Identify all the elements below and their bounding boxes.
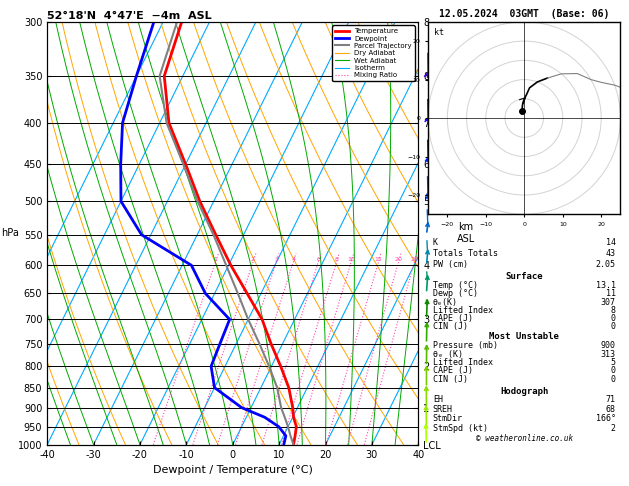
Text: 5: 5	[611, 358, 616, 367]
Text: StmSpd (kt): StmSpd (kt)	[433, 424, 488, 433]
Text: kt: kt	[434, 28, 444, 36]
Text: 11: 11	[606, 289, 616, 298]
Text: 8: 8	[611, 306, 616, 314]
X-axis label: Dewpoint / Temperature (°C): Dewpoint / Temperature (°C)	[153, 465, 313, 475]
Text: 2.05: 2.05	[596, 260, 616, 269]
Text: θₑ (K): θₑ (K)	[433, 349, 463, 359]
Point	[518, 107, 528, 115]
Text: SREH: SREH	[433, 405, 453, 414]
Text: CIN (J): CIN (J)	[433, 322, 468, 331]
Text: 15: 15	[374, 258, 382, 262]
Text: Totals Totals: Totals Totals	[433, 249, 498, 258]
Text: 2: 2	[611, 424, 616, 433]
Text: 20: 20	[394, 258, 403, 262]
Text: 12.05.2024  03GMT  (Base: 06): 12.05.2024 03GMT (Base: 06)	[439, 9, 610, 19]
Text: 52°18'N  4°47'E  −4m  ASL: 52°18'N 4°47'E −4m ASL	[47, 11, 212, 21]
Text: 10: 10	[347, 258, 355, 262]
Text: Most Unstable: Most Unstable	[489, 332, 559, 341]
Text: CAPE (J): CAPE (J)	[433, 314, 473, 323]
Text: Lifted Index: Lifted Index	[433, 358, 493, 367]
Text: Lifted Index: Lifted Index	[433, 306, 493, 314]
Y-axis label: km
ASL: km ASL	[457, 223, 475, 244]
Text: 900: 900	[601, 341, 616, 350]
Text: EH: EH	[433, 395, 443, 404]
Point	[518, 107, 528, 115]
Text: 0: 0	[611, 375, 616, 383]
Text: 68: 68	[606, 405, 616, 414]
Text: CIN (J): CIN (J)	[433, 375, 468, 383]
Text: Temp (°C): Temp (°C)	[433, 281, 478, 290]
Text: © weatheronline.co.uk: © weatheronline.co.uk	[476, 434, 573, 444]
Text: 307: 307	[601, 297, 616, 307]
Text: 3: 3	[274, 258, 278, 262]
Text: K: K	[433, 238, 438, 247]
Text: hPa: hPa	[1, 228, 19, 238]
Legend: Temperature, Dewpoint, Parcel Trajectory, Dry Adiabat, Wet Adiabat, Isotherm, Mi: Temperature, Dewpoint, Parcel Trajectory…	[332, 25, 415, 81]
Text: 6: 6	[316, 258, 320, 262]
Text: 14: 14	[606, 238, 616, 247]
Text: Hodograph: Hodograph	[500, 387, 548, 396]
Text: 0: 0	[611, 314, 616, 323]
Text: 8: 8	[335, 258, 338, 262]
Text: 25: 25	[410, 258, 418, 262]
Text: 13.1: 13.1	[596, 281, 616, 290]
Text: StmDir: StmDir	[433, 414, 463, 423]
Text: 2: 2	[251, 258, 255, 262]
Text: 1: 1	[213, 258, 217, 262]
Text: 0: 0	[611, 322, 616, 331]
Text: CAPE (J): CAPE (J)	[433, 366, 473, 375]
Text: PW (cm): PW (cm)	[433, 260, 468, 269]
Text: 0: 0	[611, 366, 616, 375]
Text: Surface: Surface	[506, 272, 543, 281]
Text: 4: 4	[291, 258, 295, 262]
Text: 43: 43	[606, 249, 616, 258]
Text: Dewp (°C): Dewp (°C)	[433, 289, 478, 298]
Text: Pressure (mb): Pressure (mb)	[433, 341, 498, 350]
Text: 71: 71	[606, 395, 616, 404]
Text: 313: 313	[601, 349, 616, 359]
Text: θₑ(K): θₑ(K)	[433, 297, 458, 307]
Text: 166°: 166°	[596, 414, 616, 423]
